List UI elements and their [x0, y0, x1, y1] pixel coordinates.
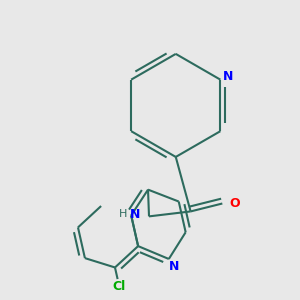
Text: N: N — [169, 260, 179, 273]
Text: O: O — [229, 197, 239, 210]
Text: N: N — [223, 70, 233, 83]
Text: H: H — [119, 209, 128, 219]
Text: Cl: Cl — [113, 280, 126, 293]
Text: N: N — [130, 208, 140, 221]
